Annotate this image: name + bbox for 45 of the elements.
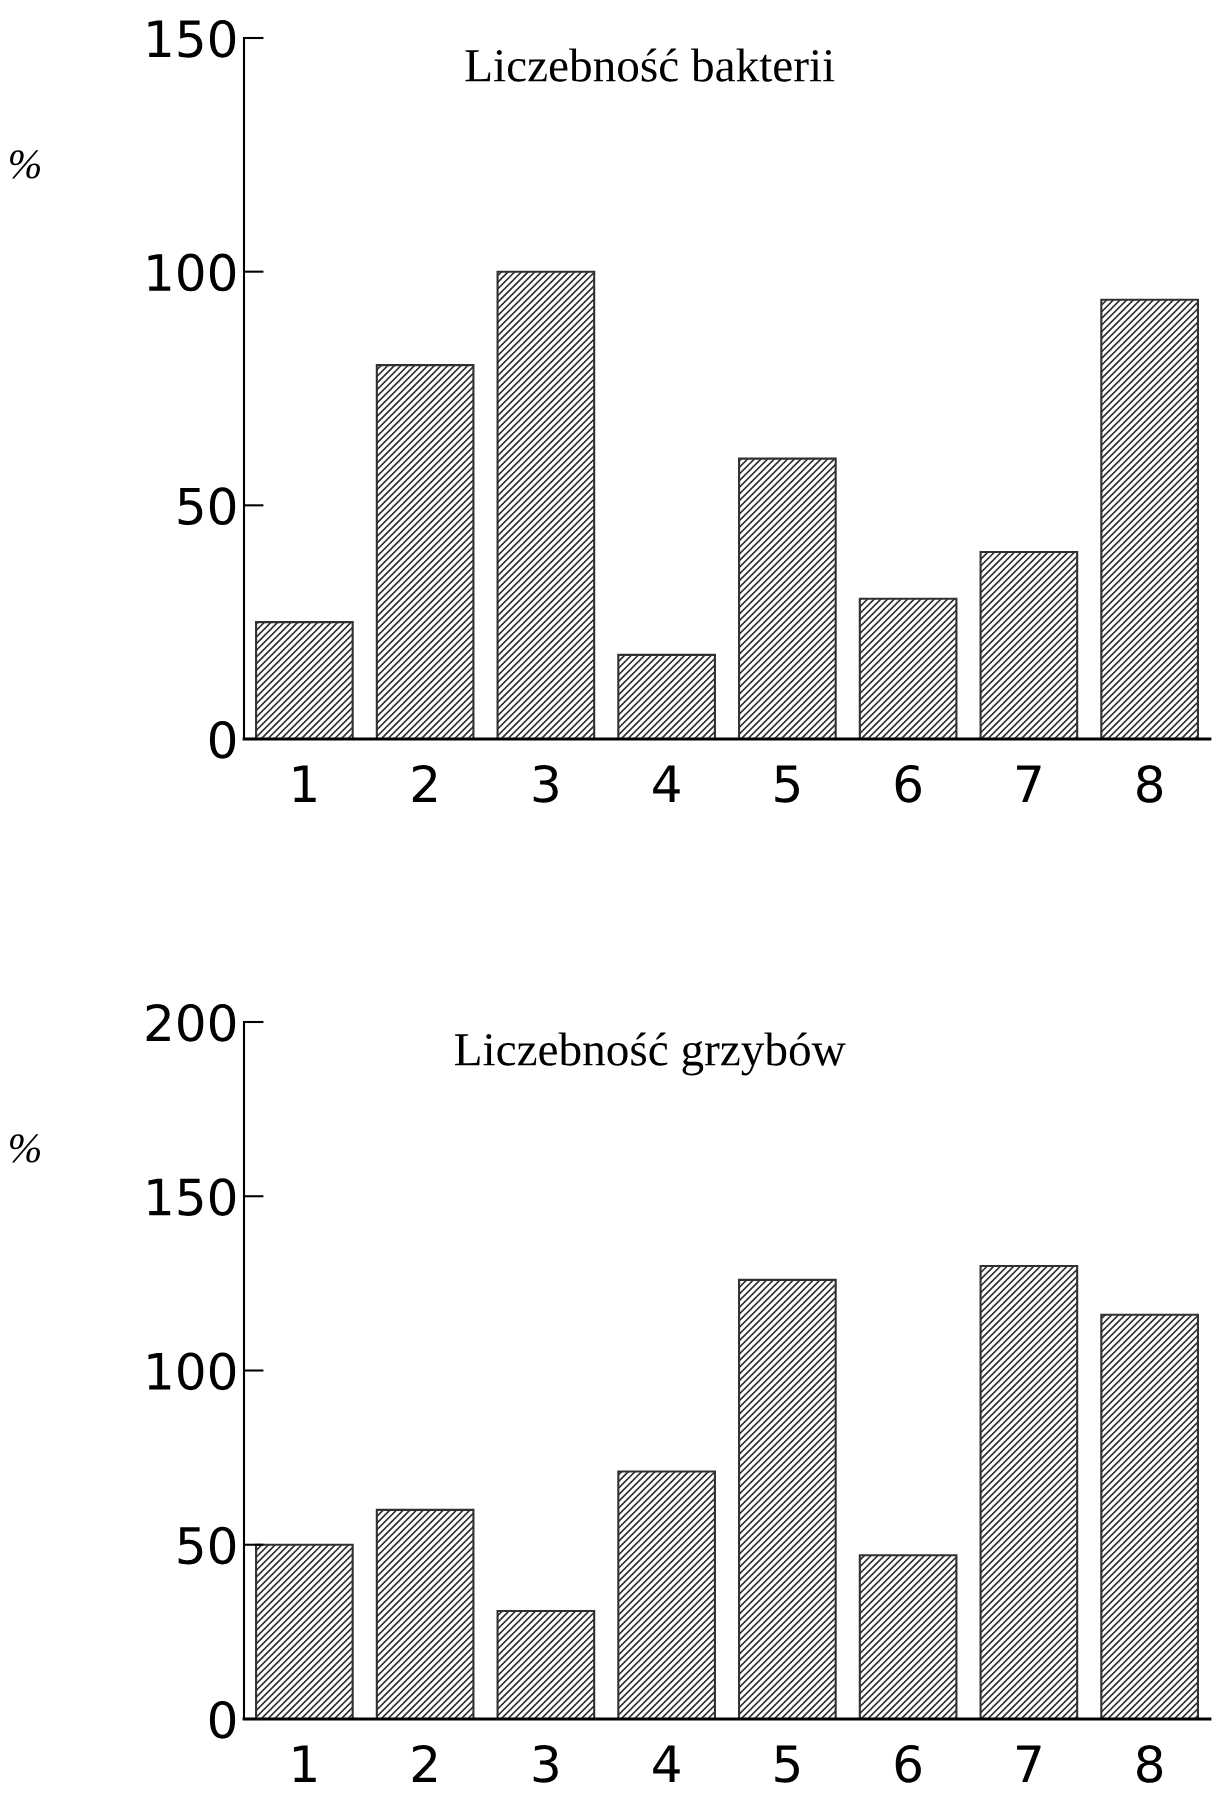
bar: [738, 457, 837, 739]
chart-title: Liczebność bakterii: [465, 48, 835, 82]
x-tick-label: 4: [653, 765, 680, 802]
bar: [255, 1543, 354, 1719]
bar: [979, 1264, 1079, 1719]
y-tick-label: 150: [148, 19, 236, 58]
bar: [375, 364, 475, 739]
y-tick-label: 0: [209, 1700, 236, 1739]
x-tick-label: 5: [775, 1745, 799, 1783]
bar: [738, 1278, 837, 1719]
x-tick-label: 4: [653, 1745, 680, 1782]
y-tick-label: 100: [148, 253, 236, 292]
bar: [255, 621, 354, 739]
x-tick-label: 8: [1137, 764, 1163, 803]
y-tick-label: 0: [209, 720, 236, 759]
x-tick-label: 3: [533, 764, 558, 803]
bar: [1100, 1313, 1199, 1719]
x-tick-label: 8: [1137, 1744, 1163, 1783]
x-tick-label: 1: [293, 1745, 316, 1782]
x-tick-label: 1: [293, 765, 316, 802]
y-axis-title: %: [10, 150, 40, 179]
y-tick-label: 200: [146, 1003, 236, 1042]
bar: [979, 551, 1079, 739]
x-tick-label: 6: [895, 764, 921, 803]
bar: [858, 1554, 958, 1719]
x-tick-label: 6: [895, 1744, 921, 1783]
bar: [858, 597, 958, 739]
x-tick-label: 2: [412, 1744, 437, 1782]
y-axis-title: %: [10, 1134, 40, 1163]
x-tick-label: 3: [533, 1744, 558, 1783]
y-tick-label: 50: [178, 1526, 236, 1565]
x-tick-label: 2: [412, 764, 437, 802]
x-tick-label: 7: [1017, 1745, 1041, 1782]
bar: [496, 270, 596, 739]
bar: [1100, 298, 1199, 739]
x-tick-label: 5: [775, 765, 799, 803]
y-tick-label: 150: [148, 1178, 236, 1216]
bar: [617, 1470, 716, 1719]
y-tick-label: 50: [178, 487, 236, 526]
x-tick-label: 7: [1017, 765, 1041, 802]
bar: [375, 1508, 475, 1719]
bar: [617, 653, 716, 739]
chart-title: Liczebność grzybów: [455, 1032, 846, 1076]
y-tick-label: 100: [148, 1352, 236, 1391]
bar: [496, 1609, 596, 1719]
